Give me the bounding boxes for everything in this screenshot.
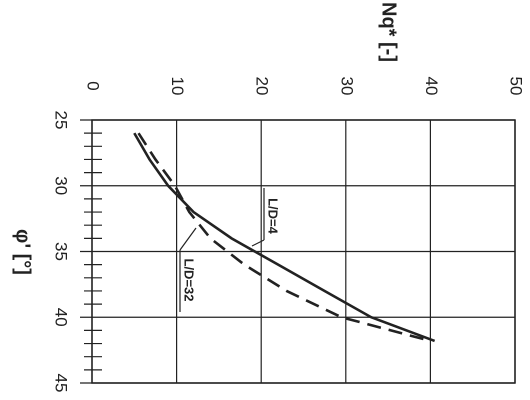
x-tick-label: 45 <box>52 374 71 393</box>
x-tick-label: 30 <box>52 176 71 195</box>
y-axis-label: Nq* [-] <box>378 2 400 62</box>
data-line <box>133 132 436 343</box>
y-tick-label: 20 <box>253 77 272 96</box>
y-tick-label: 10 <box>168 77 187 96</box>
y-tick-label: 0 <box>84 81 103 90</box>
y-tick-label: 40 <box>422 77 441 96</box>
x-tick-label: 35 <box>52 242 71 261</box>
leader-line <box>251 239 265 247</box>
y-tick-label: 50 <box>507 77 526 96</box>
y-tick-label: 30 <box>337 77 356 96</box>
x-axis-label: φ' [°] <box>12 229 34 275</box>
curve-label: L/D=4 <box>266 198 281 235</box>
x-tick-label: 40 <box>52 308 71 327</box>
curve-label: L/D=32 <box>182 259 197 302</box>
data-line <box>137 132 431 343</box>
x-tick-label: 25 <box>52 111 71 130</box>
leader-line <box>179 227 197 251</box>
